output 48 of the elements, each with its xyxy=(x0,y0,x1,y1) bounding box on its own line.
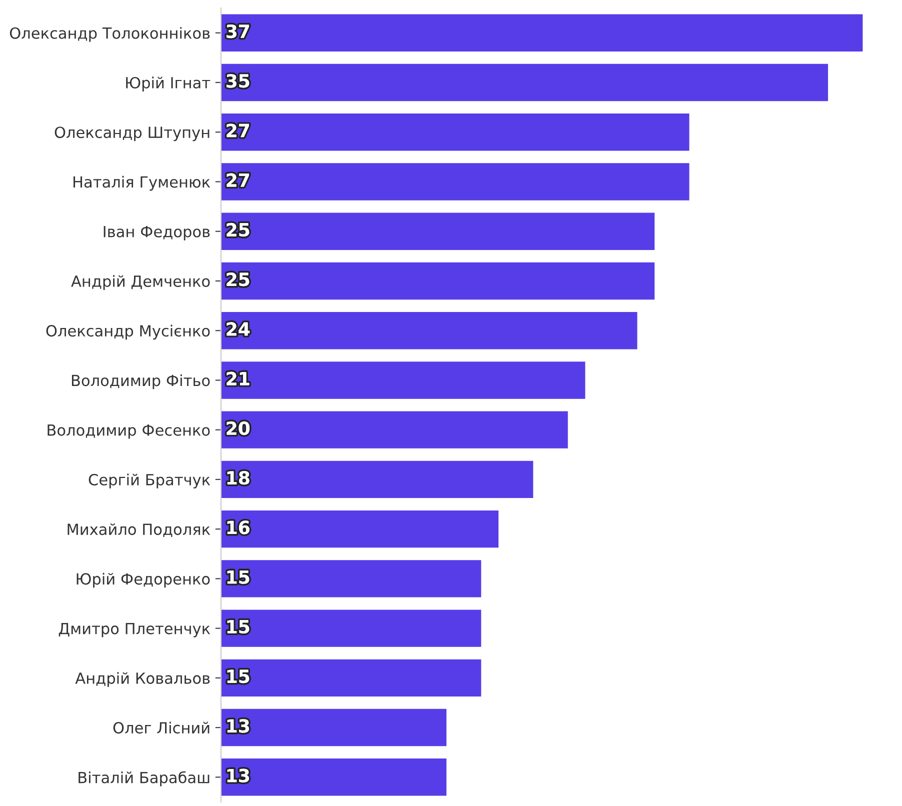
y-tick-label: Володимир Фесенко xyxy=(48,424,210,439)
data-label: 37 xyxy=(226,24,250,38)
y-tick-label: Дмитро Плетенчук xyxy=(58,622,210,638)
bar xyxy=(220,460,534,498)
bar xyxy=(220,262,655,300)
bar xyxy=(220,758,446,796)
y-tick-label: Олег Лісний xyxy=(113,722,210,734)
y-tick-label: Віталій Барабаш xyxy=(78,771,210,786)
y-tick-label: Юрій Ігнат xyxy=(126,76,210,92)
y-tick-label: Володимир Фітьо xyxy=(72,374,210,390)
y-tick-label: Михайло Подоляк xyxy=(68,523,210,537)
data-label: 35 xyxy=(226,74,250,88)
data-label: 27 xyxy=(226,124,250,138)
data-label: 15 xyxy=(227,670,250,684)
data-label: 18 xyxy=(227,471,250,485)
bar xyxy=(220,114,690,151)
bar xyxy=(220,411,568,448)
bar xyxy=(220,362,586,399)
bar xyxy=(220,510,498,548)
y-tick-label: Олександр Штупун xyxy=(54,126,210,142)
bar xyxy=(220,163,690,200)
data-label: 13 xyxy=(227,719,250,733)
data-label: 20 xyxy=(226,421,250,436)
y-tick-label: Олександр Мусієнко xyxy=(46,324,210,340)
y-tick-label: Андрій Ковальов xyxy=(75,672,210,687)
y-tick-label: Андрій Демченко xyxy=(71,275,210,290)
data-label: 15 xyxy=(227,620,250,634)
y-tick-label: Іван Федоров xyxy=(104,226,210,240)
data-label: 25 xyxy=(226,272,250,286)
bar xyxy=(220,312,638,350)
data-label: 27 xyxy=(226,173,250,187)
y-tick-label: Сергій Братчук xyxy=(88,474,210,488)
bar xyxy=(220,610,482,647)
data-label: 16 xyxy=(227,520,250,534)
y-tick-label: Олександр Толоконніков xyxy=(10,27,210,42)
bar xyxy=(220,64,828,102)
data-label: 24 xyxy=(226,322,250,336)
data-label: 25 xyxy=(226,222,250,237)
bar xyxy=(220,659,482,697)
bar xyxy=(220,560,482,598)
data-label: 21 xyxy=(226,372,250,386)
data-label: 13 xyxy=(227,768,250,782)
y-tick-label: Юрій Федоренко xyxy=(76,572,210,588)
y-tick-label: Наталія Гуменюк xyxy=(74,176,210,191)
data-label: 15 xyxy=(227,570,250,584)
bar xyxy=(220,14,863,52)
bar xyxy=(220,708,446,746)
bar xyxy=(220,212,655,250)
